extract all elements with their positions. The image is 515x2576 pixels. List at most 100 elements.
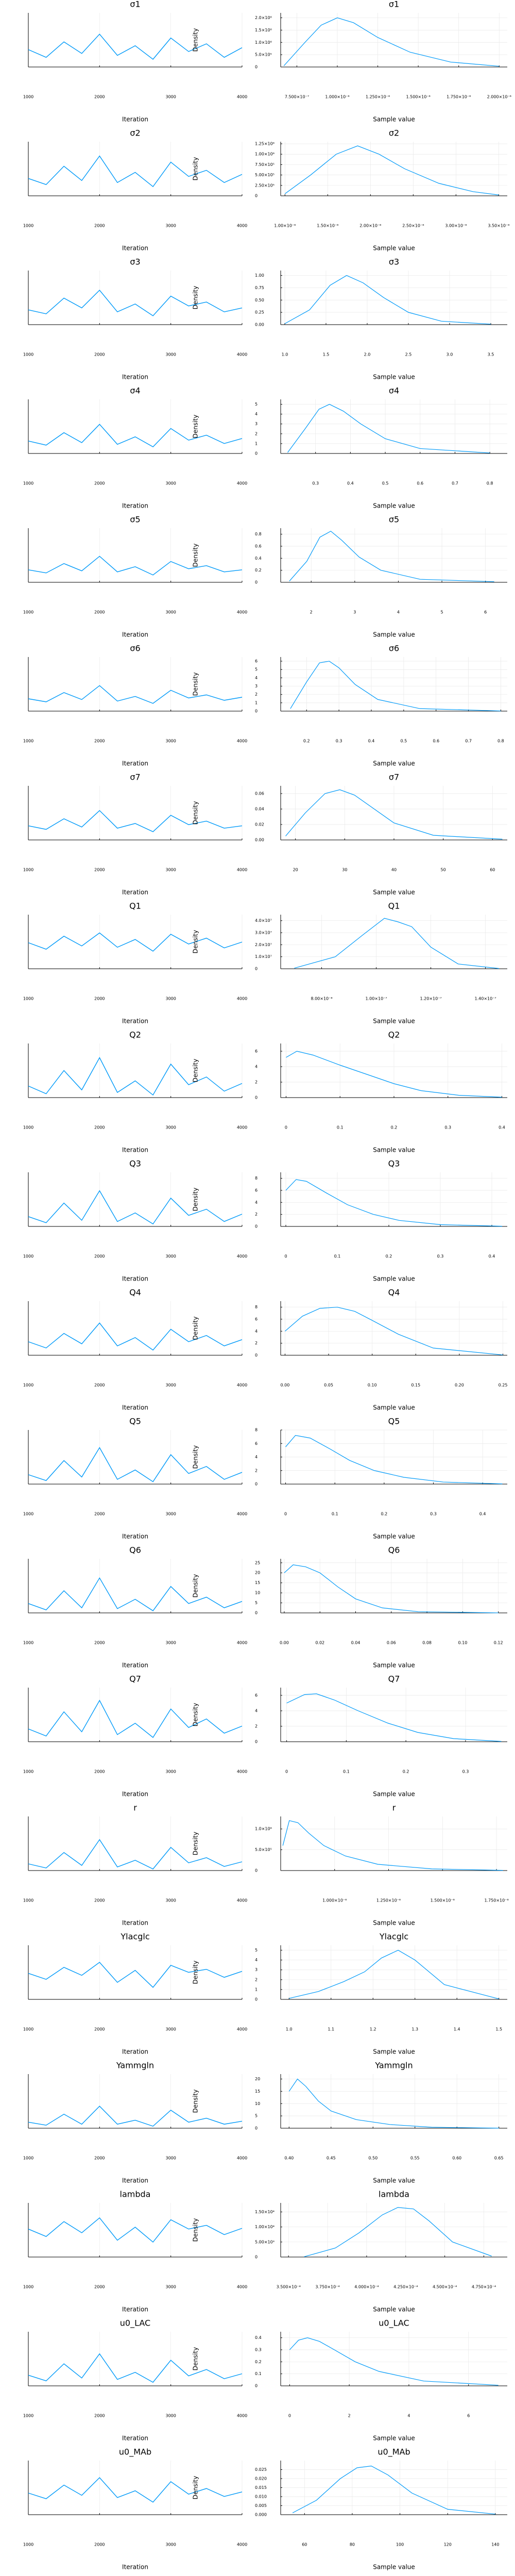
plot-title: σ7 (389, 772, 399, 782)
density-line (285, 1435, 503, 1485)
x-tick-label: 60 (302, 2543, 307, 2547)
x-tick-label: 0.06 (387, 1641, 396, 1645)
x-axis-label: Sample value (373, 2177, 415, 2184)
x-axis-label: Sample value (373, 1147, 415, 1154)
density-line (286, 1051, 502, 1098)
x-tick-label: 1000 (23, 2027, 33, 2032)
x-tick-label: 0.25 (499, 1383, 508, 1388)
trace-line (28, 290, 243, 316)
y-tick-label: 2 (255, 1080, 258, 1085)
x-tick-label: 2000 (94, 352, 105, 357)
x-tick-label: 2.00×10⁻⁶ (359, 224, 381, 228)
x-tick-label: 2000 (94, 2543, 105, 2547)
trace-line (28, 932, 243, 952)
x-tick-label: 1000 (23, 1898, 33, 1903)
x-tick-label: 4000 (237, 1512, 247, 1517)
plot-title: u0_LAC (379, 2318, 409, 2329)
y-tick-label: 0.010 (255, 2495, 267, 2499)
x-tick-label: 1000 (23, 481, 33, 486)
x-tick-label: 0.40 (284, 2156, 294, 2161)
y-tick-label: 0 (255, 1997, 258, 2002)
density-line (284, 275, 491, 325)
y-tick-label: 4 (255, 676, 258, 680)
y-tick-label: 0.015 (255, 2485, 267, 2490)
x-tick-label: 2000 (94, 1512, 105, 1517)
x-tick-label: 3000 (165, 1383, 176, 1388)
y-tick-label: 0 (255, 1482, 258, 1487)
y-tick-label: 0 (255, 2126, 258, 2131)
x-tick-label: 0 (284, 1512, 287, 1517)
x-axis-label: Sample value (373, 245, 415, 252)
plot-title: σ3 (130, 257, 140, 267)
x-tick-label: 4000 (237, 224, 247, 228)
plot-title: u0_MAb (377, 2447, 410, 2457)
x-axis-label: Sample value (373, 760, 415, 767)
x-tick-label: 2000 (94, 868, 105, 872)
x-tick-label: 4000 (237, 352, 247, 357)
plot-title: Q7 (129, 1674, 141, 1684)
density-line (285, 789, 503, 840)
density-line (287, 403, 490, 453)
x-tick-label: 1.1 (328, 2027, 334, 2032)
density-line (294, 918, 500, 969)
density-line (289, 2337, 499, 2386)
density-line (284, 1564, 499, 1613)
x-tick-label: 0.4 (368, 739, 375, 744)
x-axis-label: Sample value (373, 2306, 415, 2313)
y-tick-label: 0.2 (255, 2360, 262, 2364)
y-tick-label: 0.06 (255, 792, 264, 796)
plot-title: σ3 (389, 257, 399, 267)
x-axis-label: Sample value (373, 1404, 415, 1411)
x-tick-label: 4000 (237, 1898, 247, 1903)
x-tick-label: 3000 (165, 95, 176, 99)
x-tick-label: 3.50×10⁻⁶ (488, 224, 509, 228)
y-axis-label: Density (192, 2347, 199, 2371)
x-tick-label: 3000 (165, 868, 176, 872)
x-tick-label: 2 (348, 2414, 351, 2418)
x-tick-label: 3000 (165, 1898, 176, 1903)
plot-title: Ylacglc (120, 1932, 149, 1942)
x-tick-label: 1.000×10⁻⁶ (325, 95, 349, 99)
density-line (283, 17, 500, 67)
x-tick-label: 0.5 (382, 481, 389, 486)
y-tick-label: 2 (255, 1977, 258, 1982)
y-axis-label: Density (192, 544, 199, 567)
y-tick-label: 0.75 (255, 285, 264, 290)
trace-line (28, 1962, 243, 1988)
y-tick-label: 20 (255, 2077, 260, 2081)
trace-line (28, 1190, 243, 1225)
trace-line (28, 2106, 243, 2127)
plot-title: u0_MAb (119, 2447, 151, 2457)
trace-line (28, 2353, 243, 2383)
y-tick-label: 0.020 (255, 2477, 267, 2481)
plot-title: σ1 (130, 0, 140, 9)
x-tick-label: 2000 (94, 95, 105, 99)
x-tick-label: 4000 (237, 1770, 247, 1774)
x-tick-label: 3 (353, 610, 356, 615)
x-tick-label: 1000 (23, 1770, 33, 1774)
x-tick-label: 100 (396, 2543, 404, 2547)
plot-title: Q4 (388, 1288, 400, 1298)
trace-line (28, 424, 243, 447)
x-tick-label: 0.00 (281, 1383, 290, 1388)
plot-title: Q5 (388, 1417, 400, 1426)
x-tick-label: 4000 (237, 997, 247, 1001)
y-tick-label: 25 (255, 1560, 260, 1565)
x-tick-label: 0.3 (437, 1254, 444, 1259)
y-tick-label: 0 (255, 2384, 258, 2388)
x-tick-label: 0.45 (327, 2156, 336, 2161)
x-tick-label: 1.250×10⁻⁶ (376, 1898, 401, 1903)
trace-line (28, 810, 243, 832)
y-tick-label: 0 (255, 1353, 258, 1358)
y-tick-label: 0.04 (255, 807, 264, 812)
y-tick-label: 5.0×10⁵ (255, 53, 272, 57)
y-tick-label: 2 (255, 1724, 258, 1729)
y-tick-label: 20 (255, 1571, 260, 1575)
plot-title: lambda (120, 2190, 151, 2199)
x-tick-label: 6 (467, 2414, 470, 2418)
y-tick-label: 0 (255, 194, 258, 198)
y-tick-label: 0 (255, 967, 258, 971)
y-tick-label: 2.0×10⁷ (255, 942, 272, 947)
y-tick-label: 1 (255, 441, 258, 446)
x-tick-label: 0.4 (479, 1512, 486, 1517)
